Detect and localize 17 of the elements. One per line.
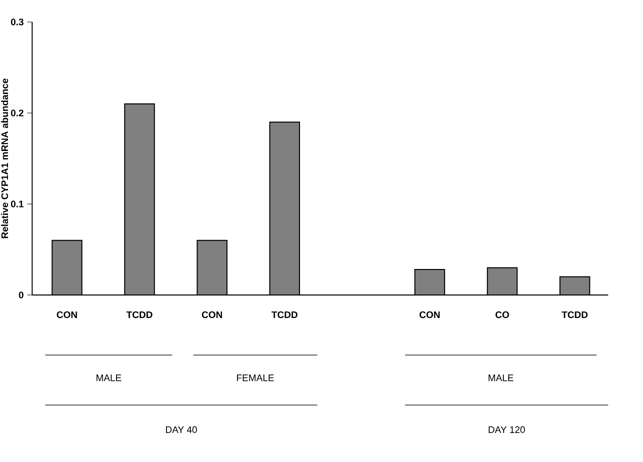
text: FEMALE: [237, 374, 274, 382]
x-tick-label: CON: [56, 311, 77, 318]
x-tick-label: TCDD: [562, 311, 588, 318]
text: MALE: [488, 374, 514, 382]
x-tick-label: CO: [496, 311, 509, 318]
text: MALE: [96, 374, 122, 382]
y-tick-label: 0.1: [10, 200, 24, 208]
y-tick-label: 0.2: [10, 110, 24, 116]
x-tick-label: CON: [420, 311, 440, 318]
y-tick-label: 0: [18, 292, 24, 298]
y-axis-title: Relative CYP1A1 mRNA abundance: [1, 78, 8, 238]
text: DAY 40: [166, 426, 197, 434]
x-tick-label: CON: [202, 311, 222, 318]
x-tick-label: TCDD: [126, 311, 152, 318]
text: DAY 120: [488, 426, 525, 434]
y-tick-label: 0.3: [10, 18, 24, 26]
x-tick-label: TCDD: [272, 311, 298, 318]
